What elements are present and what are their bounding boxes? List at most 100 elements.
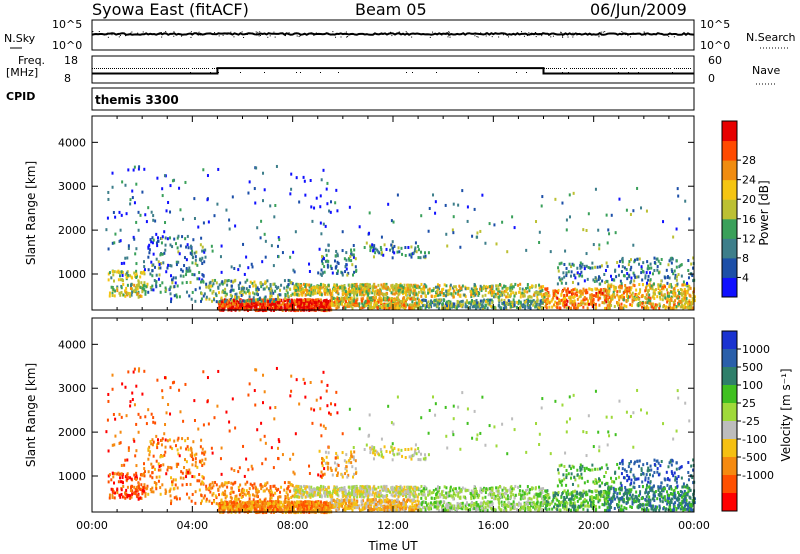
power-cell [107,190,110,194]
nave-dot [582,68,583,69]
power-cell [186,234,189,238]
power-cell [521,287,524,291]
power-cell [507,299,510,303]
power-cell [352,243,355,247]
power-cell [260,299,263,303]
noise-dot [486,33,488,35]
power-cell [174,276,177,280]
noise-dot [298,36,300,38]
power-cell [362,283,365,287]
nave-dot [378,68,379,69]
power-cell [470,298,473,302]
power-cell [572,191,575,195]
power-cell [663,285,666,289]
power-cell [275,286,278,290]
power-cell [350,248,353,252]
power-cell [651,305,654,309]
nave-dot [640,68,641,69]
nave-dot [172,68,173,69]
power-cell [318,285,321,289]
power-cell [546,291,549,295]
power-cell [123,261,126,265]
power-cell [668,300,671,304]
colorbar-tick-label: 12 [742,232,756,245]
power-cell [676,282,679,286]
power-cell [347,302,350,306]
power-cell [682,298,685,302]
power-cell [194,299,197,303]
power-cell [560,281,563,285]
power-cell [505,287,508,291]
power-cell [594,265,597,269]
power-cell [138,165,141,169]
power-cell [675,227,678,231]
noise-dot [391,35,393,37]
power-cell [505,290,508,294]
nave-dot [662,68,663,69]
power-cell [565,306,568,310]
nave-dot [338,72,339,73]
power-cell [519,301,522,305]
power-cell [269,282,272,286]
power-cell [203,250,206,254]
nave-dot [642,68,643,69]
power-cell [409,303,412,307]
power-cell [171,281,174,285]
power-cell [396,298,399,302]
power-cell [488,303,491,307]
power-cell [320,178,323,182]
nave-dot [382,68,383,69]
power-cell [595,287,598,291]
power-cell [367,285,370,289]
power-cell [616,303,619,307]
power-cell [368,231,371,235]
power-cell [533,301,536,305]
power-cell [137,167,140,171]
power-cell [281,302,284,306]
power-cell [636,186,639,190]
power-cell [147,206,150,210]
nave-dot [362,68,363,69]
power-cell [129,274,132,278]
power-cell [379,296,382,300]
power-cell [169,264,172,268]
power-cell [403,286,406,290]
power-cell [231,306,234,310]
nave-dot [96,68,97,69]
power-cell [592,278,595,282]
power-cell [486,306,489,310]
power-cell [437,299,440,303]
power-cell [307,298,310,302]
power-cell [214,292,217,296]
power-cell [119,293,122,297]
power-cell [670,261,673,265]
power-cell [290,281,293,285]
power-cell [397,293,400,297]
power-cell [618,259,621,263]
power-cell [293,291,296,295]
power-cell [533,291,536,295]
power-cell [565,218,568,222]
power-cell [253,305,256,309]
power-cell [534,285,537,289]
power-cell [341,230,344,234]
power-cell [605,300,608,304]
power-cell [289,307,292,311]
power-cell [618,303,621,307]
power-cell [326,259,329,263]
power-cell [107,278,110,282]
power-cell [640,265,643,269]
power-cell [245,255,248,259]
power-cell [447,306,450,310]
power-cell [417,248,420,252]
power-cell [645,209,648,213]
power-cell [183,256,186,260]
power-cell [160,236,163,240]
power-cell [302,175,305,179]
power-cell [585,297,588,301]
power-cell [452,231,455,235]
power-cell [316,284,319,288]
power-cell [471,234,474,238]
power-cell [181,235,184,239]
power-cell [189,269,192,273]
